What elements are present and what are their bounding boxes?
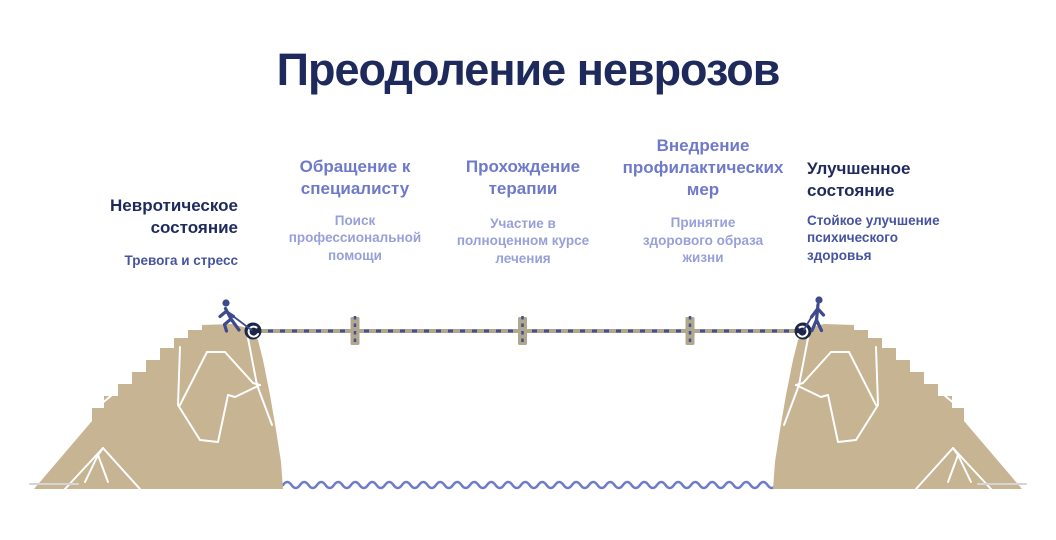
- step-heading: Невротическое состояние: [110, 196, 238, 237]
- step-improved-state: Улучшенное состояние Стойкое улучшение п…: [807, 158, 982, 264]
- rope-anchor-right: [794, 322, 812, 340]
- rope-marker: [685, 316, 695, 345]
- step-subtitle: Тревога и стресс: [124, 252, 239, 268]
- rope-marker: [518, 316, 527, 345]
- step-preventive-measures: Внедрение профилактических мер Принятие …: [601, 135, 805, 267]
- step-heading: Улучшенное состояние: [807, 159, 911, 200]
- walking-person-icon: [218, 299, 253, 333]
- left-cliff: [29, 323, 284, 490]
- rope-anchor-left: [244, 322, 262, 340]
- right-cliff: [772, 323, 1027, 490]
- rope-marker: [350, 316, 360, 345]
- step-subtitle: Поиск профессиональной помощи: [288, 212, 422, 263]
- step-contact-specialist: Обращение к специалисту Поиск профессион…: [265, 156, 445, 264]
- step-subtitle: Участие в полноценном курсе лечения: [456, 215, 590, 266]
- page-title: Преодоление неврозов: [276, 44, 781, 95]
- step-subtitle: Стойкое улучшение психического здоровья: [807, 212, 940, 263]
- step-neurotic-state: Невротическое состояние Тревога и стресс: [68, 195, 238, 269]
- step-therapy: Прохождение терапии Участие в полноценно…: [433, 156, 613, 267]
- standing-person-icon: [803, 296, 826, 333]
- step-heading: Обращение к специалисту: [299, 157, 411, 198]
- step-subtitle: Принятие здорового образа жизни: [642, 215, 764, 266]
- step-heading: Прохождение терапии: [465, 157, 581, 198]
- water-wave: [281, 480, 778, 490]
- step-heading: Внедрение профилактических мер: [622, 136, 784, 199]
